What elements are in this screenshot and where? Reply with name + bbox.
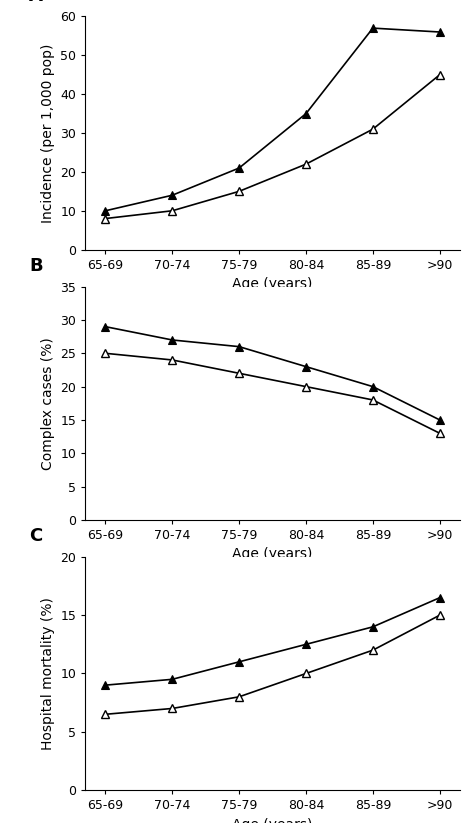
Y-axis label: Complex cases (%): Complex cases (%)	[41, 337, 55, 470]
X-axis label: Age (years): Age (years)	[232, 818, 313, 823]
Text: B: B	[29, 257, 43, 275]
Text: C: C	[29, 528, 42, 545]
Text: A: A	[29, 0, 43, 5]
X-axis label: Age (years): Age (years)	[232, 547, 313, 561]
Y-axis label: Incidence (per 1,000 pop): Incidence (per 1,000 pop)	[41, 44, 55, 223]
Y-axis label: Hospital mortality (%): Hospital mortality (%)	[41, 597, 55, 750]
X-axis label: Age (years): Age (years)	[232, 277, 313, 291]
